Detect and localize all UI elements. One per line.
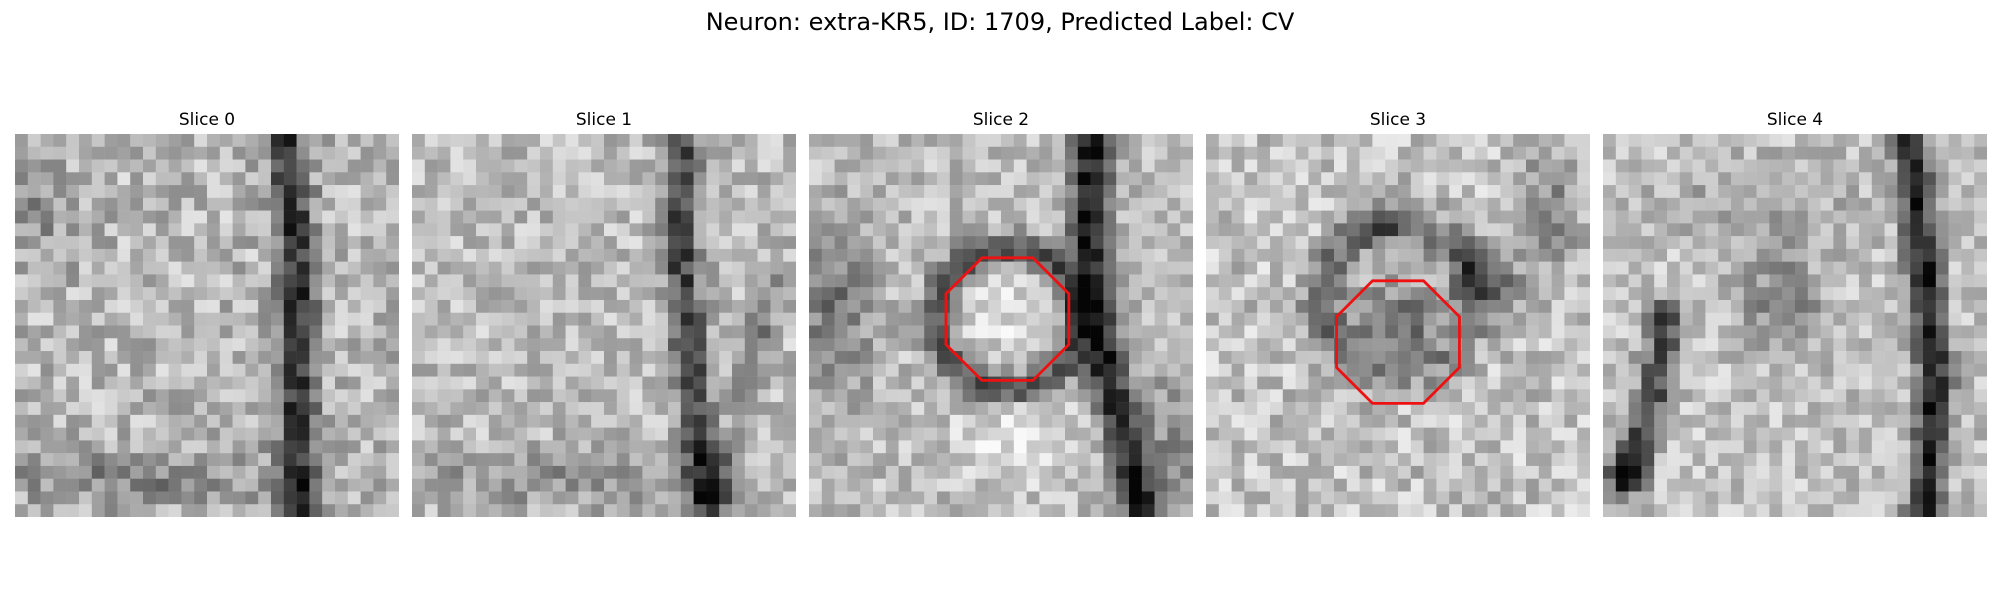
slice-panel-2: Slice 2 (809, 110, 1193, 517)
slice-image-4 (1603, 134, 1987, 517)
slice-image-3 (1206, 134, 1590, 517)
slice-title-0: Slice 0 (178, 110, 236, 130)
slice-panel-1: Slice 1 (412, 110, 796, 517)
slice-title-3: Slice 3 (1369, 110, 1427, 130)
slice-panel-4: Slice 4 (1603, 110, 1987, 517)
roi-octagon-2 (944, 256, 1071, 382)
slice-title-1: Slice 1 (575, 110, 633, 130)
figure-title: Neuron: extra-KR5, ID: 1709, Predicted L… (705, 8, 1295, 36)
roi-octagon-3 (1335, 279, 1461, 405)
slice-panel-0: Slice 0 (15, 110, 399, 517)
slice-panel-3: Slice 3 (1206, 110, 1590, 517)
slice-image-0 (15, 134, 399, 517)
slice-title-2: Slice 2 (972, 110, 1030, 130)
slice-image-1 (412, 134, 796, 517)
slice-image-2 (809, 134, 1193, 517)
slice-title-4: Slice 4 (1766, 110, 1824, 130)
